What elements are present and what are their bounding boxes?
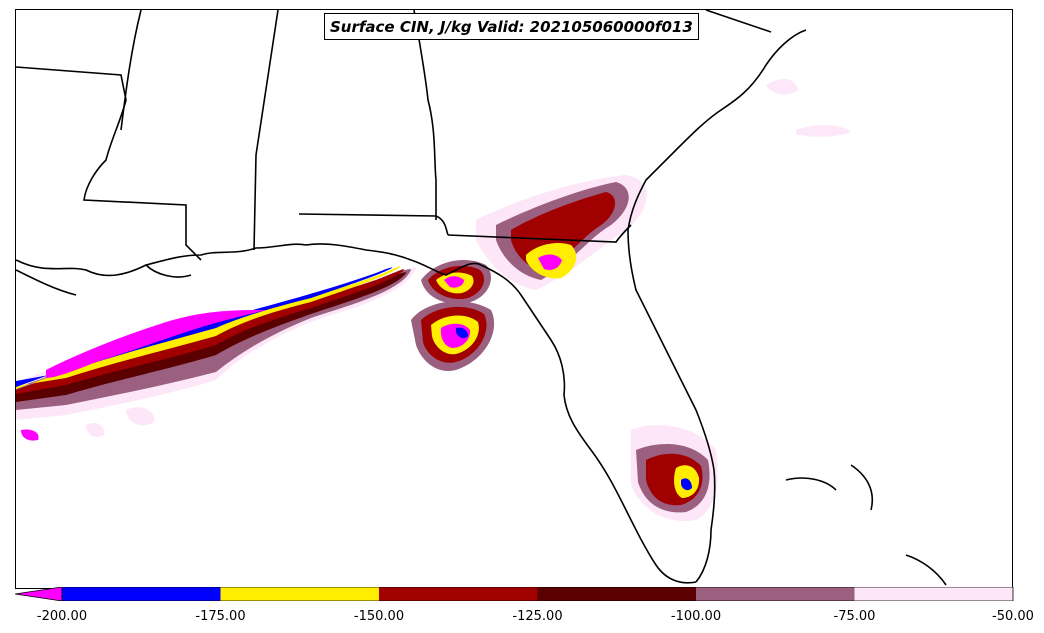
colorbar-tick-label: -175.00 [195,609,246,624]
geographic-boundaries [16,10,947,586]
cin-gulf-dots [86,407,155,437]
colorbar-tick-label: -125.00 [512,609,563,624]
colorbar-bin [220,587,379,601]
map-canvas [16,10,947,586]
coastline-gulf [16,243,697,584]
colorbar-tick-label: -150.00 [353,609,405,624]
colorbar-bin [696,587,855,601]
colorbar-tick-label: -200.00 [36,609,88,624]
colorbar-bin [62,587,221,601]
colorbar-tick-label: -100.00 [670,609,722,624]
coastline-bahamas [785,464,947,586]
state-border-ga-sc [705,10,772,33]
colorbar-tick-label: -50.00 [992,609,1034,624]
cin-blob-panhandle-magenta [444,276,464,288]
cin-shading [16,78,851,521]
state-border-ga-fl [447,224,632,243]
coastline-la-bays [16,264,192,296]
cin-blob-bigbend-blue [456,327,468,339]
state-border-al-fl [298,213,449,236]
colorbar-tick-label: -75.00 [833,609,876,624]
coastline-fl-east [627,29,807,583]
state-border-ms-la [16,66,202,261]
cin-blob-south-fl-blue [681,478,692,491]
state-border-ms-al [120,10,279,251]
colorbar-bin [854,587,1013,601]
colorbar [15,587,1014,601]
cin-blob-gafl-magenta [538,254,562,270]
colorbar-extend-arrow [15,587,63,601]
colorbar-bin [379,587,538,601]
colorbar-bin [537,587,696,601]
state-border-al-ga [413,10,437,220]
colorbar-outline [61,587,1014,601]
map-plot-area [15,9,1013,589]
cin-gulf-dots-magenta [21,429,39,441]
map-title: Surface CIN, J/kg Valid: 202105060000f01… [324,13,699,40]
cin-gulf-band-magenta [46,310,266,378]
cin-atlantic-light-2 [766,78,798,95]
cin-atlantic-light [796,125,851,137]
